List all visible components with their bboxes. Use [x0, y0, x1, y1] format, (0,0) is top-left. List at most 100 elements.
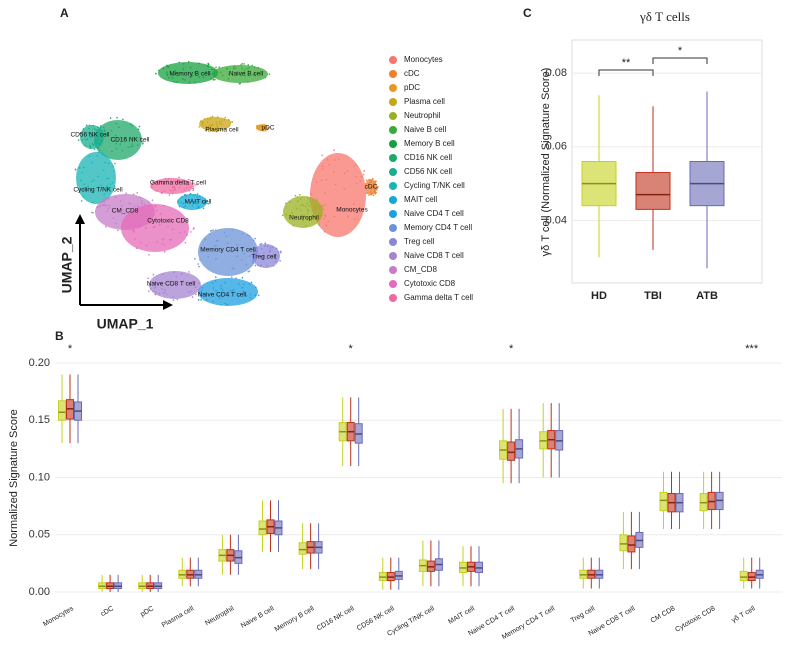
umap-point	[197, 62, 200, 65]
umap-point	[227, 294, 230, 297]
umap-point	[356, 182, 358, 185]
cluster-label: Monocytes	[336, 207, 368, 214]
umap-point	[78, 166, 81, 169]
umap-point	[255, 246, 258, 249]
umap-point	[261, 124, 264, 127]
umap-point	[215, 123, 218, 125]
box	[298, 542, 307, 555]
umap-point	[97, 126, 99, 128]
umap-point	[165, 71, 168, 73]
umap-point	[189, 66, 192, 69]
umap-point	[149, 288, 152, 290]
umap-point	[82, 128, 85, 130]
umap-point	[171, 228, 174, 231]
panel-label: B	[55, 329, 64, 343]
umap-point	[198, 126, 201, 128]
umap-point	[375, 191, 377, 194]
umap-point	[118, 126, 120, 129]
umap-point	[101, 135, 103, 138]
umap-point	[243, 71, 246, 74]
umap-point	[256, 126, 259, 128]
umap-point	[148, 290, 150, 292]
umap-point	[92, 201, 94, 203]
umap-point	[206, 121, 209, 123]
umap-point	[82, 166, 85, 169]
x-tick-label: CD56 NK cell	[356, 605, 396, 632]
umap-point	[159, 180, 162, 183]
x-tick-label: Treg cell	[570, 605, 597, 625]
umap-point	[194, 258, 196, 260]
umap-point	[241, 276, 244, 279]
umap-point	[189, 202, 191, 204]
umap-point	[84, 144, 86, 147]
umap-point	[191, 74, 194, 77]
umap-point	[172, 74, 175, 76]
umap-point	[133, 229, 135, 232]
umap-point	[119, 200, 122, 203]
cluster-label: cDC	[365, 184, 378, 191]
umap-point	[255, 249, 257, 252]
umap-point	[81, 139, 84, 142]
umap-point	[142, 141, 144, 143]
umap-point	[303, 214, 306, 216]
umap-point	[178, 61, 181, 64]
umap-point	[100, 139, 103, 142]
umap-point	[139, 196, 141, 199]
umap-point	[183, 231, 186, 233]
umap-point	[192, 202, 194, 205]
umap-point	[138, 125, 141, 128]
umap-point	[163, 289, 166, 291]
umap-point	[259, 265, 262, 268]
legend-label: pDC	[404, 83, 420, 92]
umap-point	[210, 77, 212, 80]
umap-point	[94, 141, 96, 144]
umap-point	[285, 213, 287, 216]
umap-point	[112, 217, 115, 220]
umap-point	[185, 187, 188, 190]
umap-point	[187, 283, 190, 285]
legend-swatch	[389, 280, 397, 288]
umap-point	[186, 234, 188, 236]
umap-point	[158, 179, 160, 182]
legend-swatch	[389, 252, 397, 260]
umap-point	[376, 185, 379, 188]
cluster-label: Naive CD8 T cell	[147, 281, 196, 288]
umap-point	[240, 64, 242, 66]
umap-point	[262, 129, 265, 132]
umap-point	[114, 134, 117, 137]
umap-point	[195, 293, 197, 296]
umap-point	[91, 162, 94, 164]
umap-point	[205, 298, 208, 301]
umap-point	[91, 211, 93, 214]
legend-swatch	[389, 84, 397, 92]
umap-point	[147, 277, 149, 280]
legend-label: Treg cell	[404, 237, 435, 246]
umap-point	[114, 162, 116, 165]
umap-point	[223, 231, 226, 234]
umap-point	[227, 78, 230, 80]
y-tick-label: 0.08	[546, 67, 567, 79]
umap-point	[99, 149, 101, 152]
umap-point	[106, 210, 108, 212]
umap-point	[225, 235, 228, 237]
umap-point	[266, 125, 268, 128]
umap-point	[257, 128, 260, 131]
umap-point	[207, 62, 210, 65]
umap-point	[291, 212, 293, 214]
umap-point	[212, 123, 214, 126]
umap-cluster	[199, 117, 231, 131]
umap-point	[178, 205, 181, 208]
umap-point	[242, 290, 245, 292]
umap-arrow	[163, 300, 173, 310]
umap-point	[201, 123, 203, 125]
umap-cluster	[198, 228, 258, 276]
umap-point	[80, 179, 82, 182]
umap-point	[188, 81, 191, 84]
umap-point	[97, 143, 100, 145]
umap-point	[327, 220, 330, 223]
umap-point	[162, 183, 164, 185]
umap-point	[170, 189, 172, 192]
umap-point	[111, 150, 113, 153]
umap-point	[137, 128, 140, 131]
umap-point	[121, 205, 123, 207]
